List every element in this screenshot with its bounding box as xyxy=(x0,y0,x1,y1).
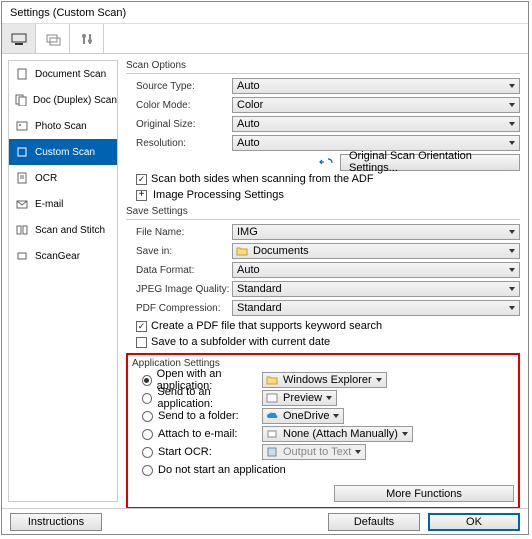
color-mode-select[interactable]: Color xyxy=(232,97,520,113)
pdf-compression-select[interactable]: Standard xyxy=(232,300,520,316)
radio-attach-email[interactable] xyxy=(142,429,153,440)
color-mode-label: Color Mode: xyxy=(126,100,232,111)
onedrive-icon xyxy=(266,410,278,422)
explorer-icon xyxy=(266,374,278,386)
save-settings-group: Save Settings File Name:IMG Save in:Docu… xyxy=(126,206,520,350)
original-size-select[interactable]: Auto xyxy=(232,116,520,132)
subfolder-checkbox[interactable] xyxy=(136,337,147,348)
resolution-label: Resolution: xyxy=(126,138,232,149)
sidebar-item-duplex-scan[interactable]: Doc (Duplex) Scan xyxy=(9,87,117,113)
titlebar: Settings (Custom Scan) xyxy=(2,2,528,24)
file-name-field[interactable]: IMG xyxy=(232,224,520,240)
radio-label: Start OCR: xyxy=(158,446,212,458)
photo-icon xyxy=(15,119,29,133)
main-panel: Scan Options Source Type:Auto Color Mode… xyxy=(118,54,528,508)
radio-label: Send to an application: xyxy=(157,386,262,410)
original-size-label: Original Size: xyxy=(126,119,232,130)
pdf-label: PDF Compression: xyxy=(126,303,232,314)
sidebar-item-label: OCR xyxy=(35,173,57,184)
sidebar-item-label: Scan and Stitch xyxy=(35,225,105,236)
ok-button[interactable]: OK xyxy=(428,513,520,531)
stitch-icon xyxy=(15,223,29,237)
file-name-label: File Name: xyxy=(126,227,232,238)
scangear-icon xyxy=(15,249,29,263)
send-to-folder-select[interactable]: OneDrive xyxy=(262,408,344,424)
start-ocr-select[interactable]: Output to Text xyxy=(262,444,366,460)
save-in-label: Save in: xyxy=(126,246,232,257)
sidebar-item-label: Photo Scan xyxy=(35,121,87,132)
save-in-select[interactable]: Documents xyxy=(232,243,520,259)
text-icon xyxy=(266,446,278,458)
radio-send-to-app[interactable] xyxy=(142,393,152,404)
window-title: Settings (Custom Scan) xyxy=(10,7,126,19)
sidebar-item-label: Doc (Duplex) Scan xyxy=(33,95,117,106)
radio-label: Send to a folder: xyxy=(158,410,239,422)
sidebar-item-label: E-mail xyxy=(35,199,63,210)
sidebar-item-label: Custom Scan xyxy=(35,147,95,158)
sidebar-item-photo-scan[interactable]: Photo Scan xyxy=(9,113,117,139)
sidebar-item-label: Document Scan xyxy=(35,69,106,80)
application-settings-group: Application Settings Open with an applic… xyxy=(126,353,520,508)
radio-label: Attach to e-mail: xyxy=(158,428,237,440)
toolbar-tab-tools[interactable] xyxy=(70,24,104,53)
create-pdf-label: Create a PDF file that supports keyword … xyxy=(151,320,382,332)
data-format-select[interactable]: Auto xyxy=(232,262,520,278)
rotate-icon[interactable] xyxy=(318,155,334,169)
source-type-select[interactable]: Auto xyxy=(232,78,520,94)
footer: Instructions Defaults OK xyxy=(2,508,528,534)
instructions-button[interactable]: Instructions xyxy=(10,513,102,531)
sidebar-item-label: ScanGear xyxy=(35,251,80,262)
sidebar-item-custom-scan[interactable]: Custom Scan xyxy=(9,139,117,165)
scan-options-group: Scan Options Source Type:Auto Color Mode… xyxy=(126,60,520,203)
document-icon xyxy=(15,67,29,81)
radio-open-with-app[interactable] xyxy=(142,375,152,386)
create-pdf-checkbox[interactable]: ✓ xyxy=(136,321,147,332)
radio-label: Do not start an application xyxy=(158,464,286,476)
preview-icon xyxy=(266,392,278,404)
group-title: Save Settings xyxy=(126,206,520,217)
source-type-label: Source Type: xyxy=(126,81,232,92)
radio-send-to-folder[interactable] xyxy=(142,411,153,422)
more-functions-button[interactable]: More Functions xyxy=(334,485,514,502)
attach-email-select[interactable]: None (Attach Manually) xyxy=(262,426,413,442)
folder-icon xyxy=(236,245,248,257)
send-to-app-select[interactable]: Preview xyxy=(262,390,337,406)
scan-both-checkbox[interactable]: ✓ xyxy=(136,174,147,185)
sidebar-item-email[interactable]: E-mail xyxy=(9,191,117,217)
content: Document Scan Doc (Duplex) Scan Photo Sc… xyxy=(2,54,528,508)
open-with-app-select[interactable]: Windows Explorer xyxy=(262,372,387,388)
sidebar-item-scangear[interactable]: ScanGear xyxy=(9,243,117,269)
sidebar: Document Scan Doc (Duplex) Scan Photo Sc… xyxy=(8,60,118,502)
toolbar xyxy=(2,24,528,54)
toolbar-tab-scanner[interactable] xyxy=(2,24,36,53)
settings-window: Settings (Custom Scan) Document Scan Doc… xyxy=(1,1,529,535)
jpeg-label: JPEG Image Quality: xyxy=(126,284,232,295)
toolbar-tab-2[interactable] xyxy=(36,24,70,53)
scan-both-label: Scan both sides when scanning from the A… xyxy=(151,173,374,185)
sidebar-item-ocr[interactable]: OCR xyxy=(9,165,117,191)
radio-do-not-start[interactable] xyxy=(142,465,153,476)
orientation-settings-button[interactable]: Original Scan Orientation Settings... xyxy=(340,154,520,171)
ocr-icon xyxy=(15,171,29,185)
duplex-icon xyxy=(15,93,27,107)
defaults-button[interactable]: Defaults xyxy=(328,513,420,531)
custom-icon xyxy=(15,145,29,159)
radio-start-ocr[interactable] xyxy=(142,447,153,458)
none-icon xyxy=(266,428,278,440)
sidebar-item-scan-stitch[interactable]: Scan and Stitch xyxy=(9,217,117,243)
expand-image-processing[interactable]: + xyxy=(136,190,147,201)
jpeg-quality-select[interactable]: Standard xyxy=(232,281,520,297)
resolution-select[interactable]: Auto xyxy=(232,135,520,151)
image-processing-label: Image Processing Settings xyxy=(153,189,284,201)
email-icon xyxy=(15,197,29,211)
group-title: Scan Options xyxy=(126,60,520,71)
sidebar-item-document-scan[interactable]: Document Scan xyxy=(9,61,117,87)
subfolder-label: Save to a subfolder with current date xyxy=(151,336,330,348)
data-format-label: Data Format: xyxy=(126,265,232,276)
